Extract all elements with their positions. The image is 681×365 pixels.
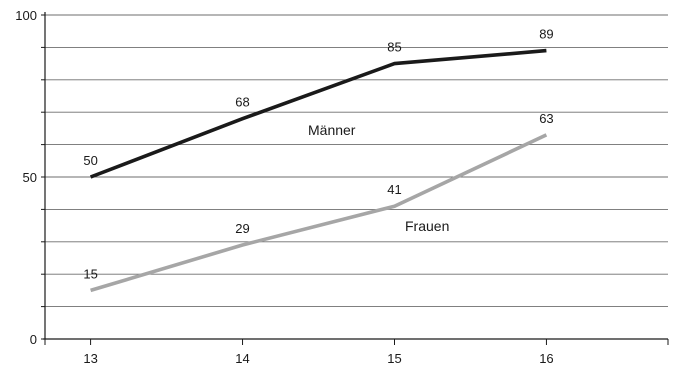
x-tick-label: 15 [387, 351, 401, 365]
y-tick-label: 0 [30, 332, 37, 347]
x-tick-label: 16 [539, 351, 553, 365]
x-tick-label: 14 [235, 351, 249, 365]
y-tick-label: 50 [23, 170, 37, 185]
x-tick-label: 13 [83, 351, 97, 365]
data-label: 63 [539, 111, 553, 126]
data-label: 68 [235, 95, 249, 110]
data-labels: 50 68 85 89 15 29 41 63 [83, 27, 553, 282]
series-line-maenner [89, 48, 547, 179]
data-label: 15 [83, 266, 97, 281]
series-label-frauen: Frauen [405, 218, 449, 234]
y-tick-label: 100 [15, 8, 37, 23]
data-label: 89 [539, 27, 553, 42]
data-label: 29 [235, 221, 249, 236]
series-lines [89, 48, 548, 293]
series-line-frauen [90, 133, 548, 293]
series-label-maenner: Männer [308, 122, 356, 138]
axes: 0 50 100 13 14 15 16 [15, 8, 669, 365]
data-label: 41 [387, 182, 401, 197]
gridlines [45, 14, 668, 308]
data-label: 85 [387, 40, 401, 55]
data-label: 50 [83, 153, 97, 168]
